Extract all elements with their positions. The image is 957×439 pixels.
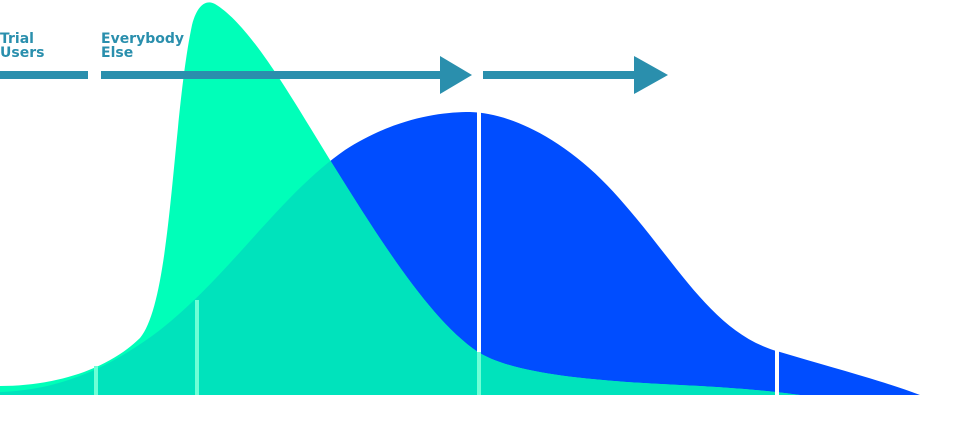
label-trial-line1: Trial (0, 31, 34, 47)
label-everybody-line1: Everybody (101, 31, 184, 47)
overlap-area (0, 112, 800, 395)
arrow-everybody-else-shaft (101, 71, 441, 79)
arrow-everybody-else-head (440, 56, 472, 94)
arrow-third-shaft (483, 71, 635, 79)
arrow-trial-users (0, 71, 88, 79)
label-everybody-else: Everybody Else (101, 31, 189, 61)
arrow-third-head (634, 56, 668, 94)
label-everybody-line2: Else (101, 45, 133, 61)
label-trial-line2: Users (0, 45, 44, 61)
label-trial-users: Trial Users (0, 31, 44, 61)
